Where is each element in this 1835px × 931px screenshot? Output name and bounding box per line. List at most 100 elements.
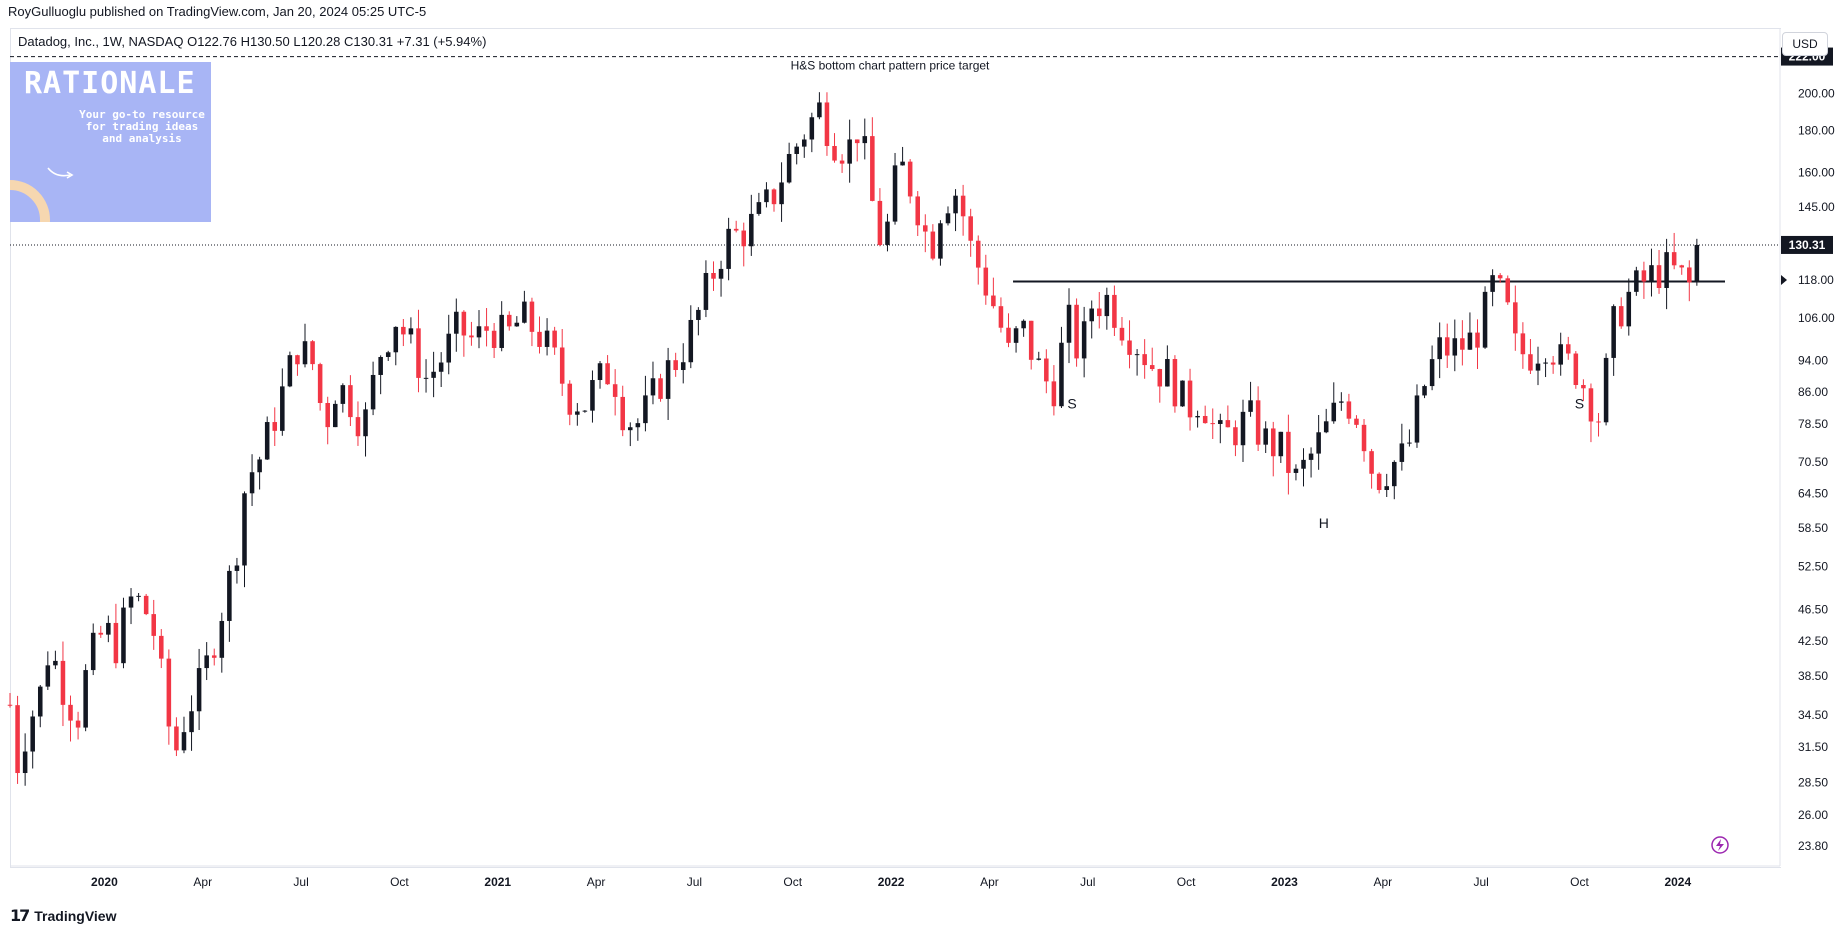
candle-body — [423, 377, 429, 379]
candle-body — [612, 384, 618, 397]
y-tick-label: 42.50 — [1798, 634, 1828, 648]
candle-body — [1240, 411, 1246, 446]
candle-body — [1437, 337, 1442, 360]
candle-body — [22, 751, 28, 774]
logo-arc-shape — [10, 180, 50, 222]
candle-body — [998, 306, 1004, 328]
candle-body — [1225, 420, 1231, 428]
candle-body — [1399, 443, 1405, 462]
candle-body — [658, 378, 663, 399]
candle-body — [121, 607, 126, 664]
candle-body — [1301, 459, 1306, 469]
candle-body — [650, 378, 656, 396]
candle-body — [1497, 275, 1503, 279]
candle-body — [1444, 337, 1450, 356]
y-tick-label: 23.80 — [1798, 839, 1828, 853]
tradingview-brand: TradingView — [34, 907, 117, 924]
candle-body — [332, 403, 338, 428]
candle-body — [45, 665, 51, 687]
candle-body — [1248, 400, 1253, 412]
candle-body — [295, 355, 300, 365]
candle-body — [1664, 252, 1669, 288]
candle-body — [1104, 294, 1110, 317]
candle-body — [1520, 333, 1526, 355]
candle-body — [1036, 358, 1042, 360]
candle-body — [491, 330, 497, 348]
candle-body — [242, 493, 247, 566]
candle-body — [1021, 320, 1026, 329]
candle-body — [1694, 244, 1700, 283]
candle-body — [741, 230, 747, 247]
candle-body — [1233, 427, 1238, 446]
candle-body — [907, 161, 913, 197]
currency-button[interactable]: USD — [1782, 32, 1828, 56]
x-tick-label: 2020 — [91, 875, 118, 889]
candle-body — [1074, 304, 1079, 359]
candle-body — [340, 385, 346, 404]
candle-body — [1641, 270, 1647, 282]
candle-body — [1323, 421, 1329, 433]
candle-body — [892, 165, 898, 222]
x-tick-label: 2021 — [484, 875, 511, 889]
candle-body — [378, 356, 383, 375]
candle-body — [1051, 381, 1057, 407]
candle-body — [431, 371, 436, 378]
candle-body — [257, 459, 262, 473]
candle-body — [832, 146, 837, 161]
y-tick-label: 200.00 — [1798, 86, 1835, 100]
tradingview-footer[interactable]: 17 TradingView — [10, 906, 116, 925]
candle-body — [1316, 432, 1321, 454]
candle-body — [219, 620, 225, 658]
candle-body — [1180, 380, 1185, 407]
candle-body — [1354, 418, 1359, 425]
candle-body — [1671, 252, 1677, 266]
y-tick-label: 26.00 — [1798, 808, 1828, 822]
candle-body — [1452, 338, 1458, 356]
candle-body — [854, 139, 860, 144]
candle-body — [1596, 421, 1601, 423]
ohlc-change: +7.31 (+5.94%) — [396, 34, 487, 49]
candle-body — [680, 362, 686, 371]
candle-body — [272, 422, 278, 431]
candle-body — [1656, 265, 1662, 288]
candle-body — [635, 423, 641, 428]
candle-body — [620, 396, 625, 431]
ohlc-low: L120.28 — [293, 34, 341, 49]
y-tick-label: 70.50 — [1798, 455, 1828, 469]
candle-body — [552, 330, 557, 348]
candle-body — [143, 595, 149, 615]
candle-body — [189, 711, 194, 733]
candle-body — [1089, 308, 1094, 322]
candle-body — [1467, 332, 1473, 350]
candle-body — [1634, 270, 1639, 292]
candle-body — [771, 189, 777, 205]
candle-body — [60, 660, 66, 705]
last-price-badge-label: 130.31 — [1789, 238, 1826, 252]
logo-tagline-2: for trading ideas — [85, 120, 199, 133]
chart-pane[interactable] — [10, 28, 1781, 868]
publisher-line: RoyGulluoglu published on TradingView.co… — [8, 4, 427, 19]
candle-body — [355, 417, 361, 437]
candle-body — [975, 240, 981, 268]
candle-body — [559, 347, 565, 384]
candle-body — [1429, 359, 1435, 387]
candle-body — [227, 570, 232, 621]
candle-body — [839, 160, 845, 164]
candle-body — [983, 267, 989, 296]
candle-body — [280, 386, 285, 431]
candle-body — [1505, 278, 1511, 303]
candle-body — [1112, 294, 1117, 328]
candle-body — [1263, 428, 1268, 445]
x-tick-label: Oct — [783, 875, 802, 889]
candle-body — [801, 139, 807, 147]
x-tick-label: Oct — [1570, 875, 1589, 889]
candle-body — [718, 268, 724, 279]
logo-tagline: Your go-to resource for trading ideas an… — [72, 109, 211, 145]
candle-body — [862, 136, 868, 144]
candle-body — [1565, 344, 1571, 354]
x-tick-label: Oct — [390, 875, 409, 889]
candle-body — [264, 422, 270, 460]
candle-body — [1339, 401, 1344, 403]
candle-body — [469, 335, 474, 338]
